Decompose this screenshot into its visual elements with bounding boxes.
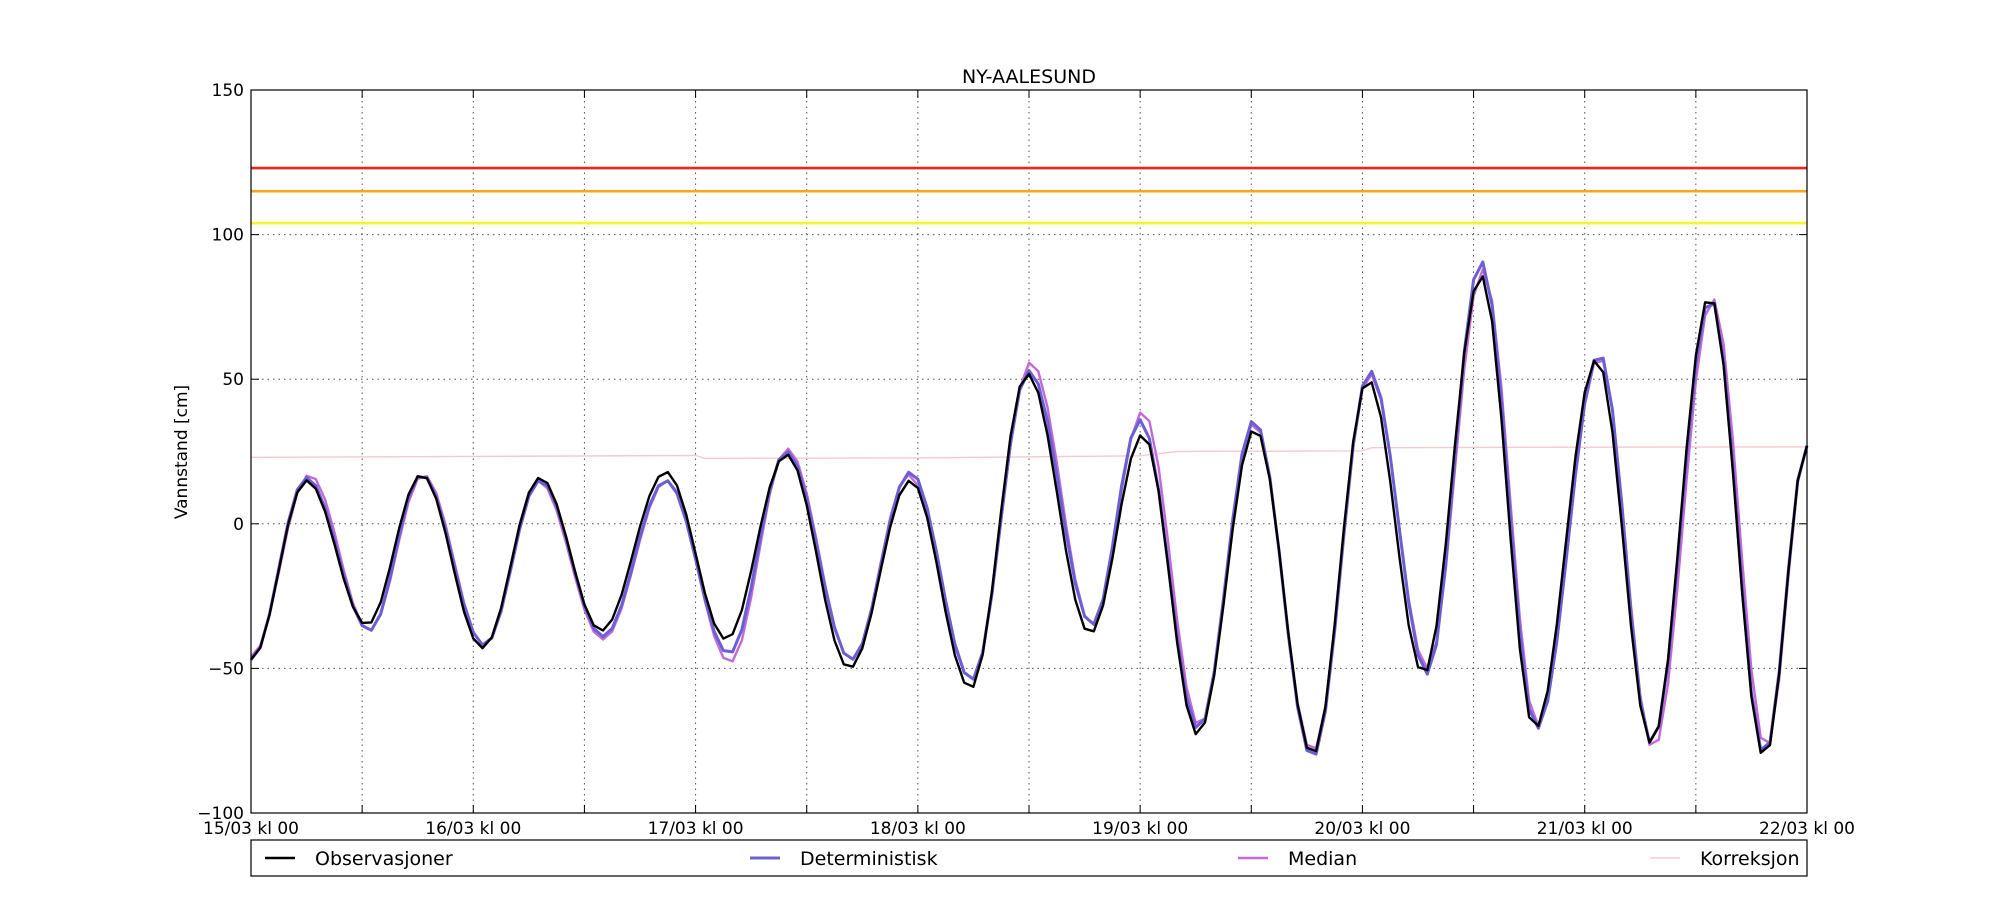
- legend-frame: [250, 839, 1808, 877]
- axis-ticks: 15/03 kl 00 16/03 kl 00 17/03 kl 00 18/03 k…: [197, 81, 1855, 839]
- y-tick-label: −100: [197, 804, 244, 824]
- x-tick-label: 15/03 kl 00: [203, 819, 299, 839]
- chart-title: NY-AALESUND: [962, 66, 1096, 88]
- legend: Observasjoner Deterministisk Median Korreks…: [250, 839, 1808, 877]
- x-tick-label: 21/03 kl 00: [1537, 819, 1633, 839]
- x-tick-label: 20/03 kl 00: [1314, 819, 1410, 839]
- y-tick-label: 100: [212, 226, 244, 246]
- legend-entry-deterministisk: Deterministisk: [800, 848, 938, 870]
- series-line-korreksjon: [250, 446, 1808, 460]
- y-tick-label: 0: [233, 515, 244, 535]
- y-tick-label: 50: [222, 370, 244, 390]
- grid-lines: [251, 90, 1807, 813]
- x-tick-label: 18/03 kl 00: [870, 819, 966, 839]
- y-axis-label: Vannstand [cm]: [172, 385, 192, 519]
- legend-entry-median: Median: [1288, 848, 1357, 870]
- legend-entry-observasjoner: Observasjoner: [315, 848, 453, 870]
- y-tick-label: −50: [208, 659, 244, 679]
- x-tick-label: 22/03 kl 00: [1759, 819, 1855, 839]
- x-tick-label: 16/03 kl 00: [425, 819, 521, 839]
- y-tick-label: 150: [212, 81, 244, 101]
- threshold-lines: [251, 166, 1807, 225]
- series-line-observasjoner: [250, 275, 1809, 754]
- legend-entry-korreksjon: Korreksjon: [1700, 848, 1800, 870]
- x-tick-label: 19/03 kl 00: [1092, 819, 1188, 839]
- series-layer: [249, 260, 1809, 756]
- x-tick-label: 17/03 kl 00: [648, 819, 744, 839]
